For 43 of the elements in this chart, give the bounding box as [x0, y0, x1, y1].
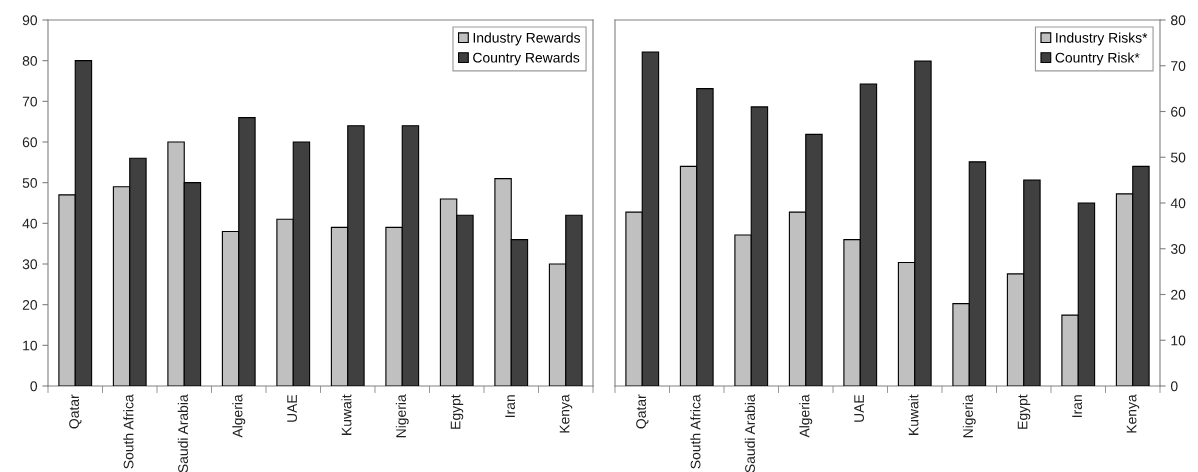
y2-tick-label: 80	[1171, 15, 1186, 26]
x-tick-label: Kuwait	[341, 394, 352, 435]
legend-label: Industry Risks*	[1056, 32, 1148, 46]
y-tick-label: 40	[22, 218, 38, 229]
y-tick-label: 90	[22, 15, 38, 26]
y-tick-label: 60	[22, 137, 38, 148]
x-tick-label: Iran	[505, 395, 515, 417]
y2-tick-label: 70	[1171, 61, 1186, 71]
y2-tick-label: 60	[1171, 106, 1186, 117]
y-tick-label: 80	[22, 56, 38, 66]
y-tick-label: 30	[22, 259, 38, 270]
y-tick-label: 20	[22, 300, 38, 310]
x-tick-label: UAE	[287, 394, 297, 422]
y-tick-label: 10	[23, 340, 38, 351]
x-tick-label: Saudi Arabia	[744, 394, 755, 472]
y2-tick-label: 20	[1171, 289, 1186, 300]
legend-label: Country Risk*	[1055, 52, 1140, 66]
x-tick-label: Kenya	[1126, 394, 1140, 433]
x-tick-label: Saudi Arabia	[177, 394, 188, 472]
legend-label: Country Rewards	[473, 52, 580, 66]
x-tick-label: UAE	[854, 394, 864, 422]
x-tick-label: South Africa	[123, 394, 134, 469]
legend-label: Industry Rewards	[473, 32, 580, 46]
y2-tick-label: 50	[1170, 152, 1186, 163]
y2-tick-label: 40	[1170, 198, 1186, 209]
x-tick-label: Qatar	[636, 394, 649, 429]
x-tick-label: Egypt	[1017, 394, 1031, 429]
x-tick-label: Nigeria	[962, 394, 976, 438]
x-tick-label: Kenya	[559, 394, 573, 433]
x-tick-label: Iran	[1072, 395, 1082, 417]
x-tick-label: Qatar	[69, 394, 82, 429]
x-tick-label: South Africa	[690, 394, 701, 469]
y2-tick-label: 0	[1170, 381, 1178, 392]
y-tick-label: 70	[22, 96, 38, 107]
x-tick-label: Algeria	[232, 394, 246, 438]
y-tick-label: 50	[22, 178, 38, 188]
x-tick-label: Egypt	[450, 394, 464, 429]
y2-tick-label: 10	[1171, 335, 1186, 346]
y-tick-label: 0	[30, 381, 38, 392]
x-tick-label: Nigeria	[395, 394, 409, 438]
x-tick-label: Kuwait	[908, 394, 919, 435]
y2-tick-label: 30	[1170, 244, 1186, 254]
x-tick-label: Algeria	[799, 394, 813, 438]
